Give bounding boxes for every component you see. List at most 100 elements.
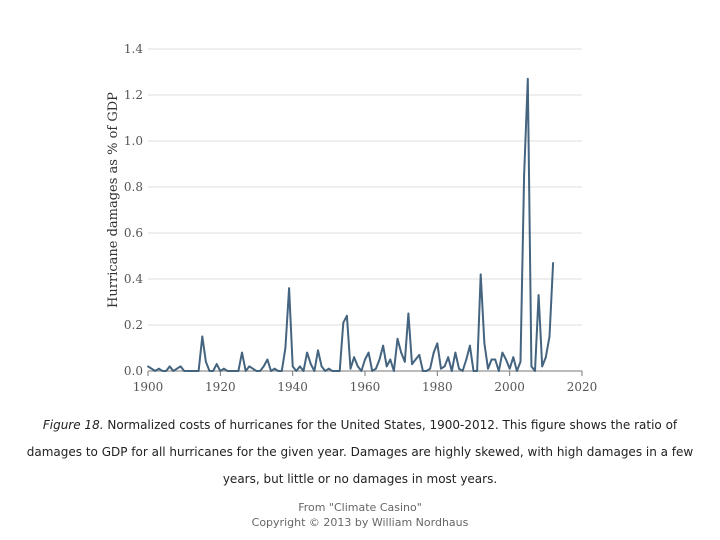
data-point [371,370,374,372]
y-tick-label: 1.4 [124,42,143,56]
data-point [418,354,421,356]
data-point [349,367,352,370]
data-point [157,367,160,370]
data-point [154,370,157,372]
x-tick-label: 1900 [133,380,164,394]
data-point [353,356,356,359]
data-point [552,262,554,264]
x-axis-ticks: 1900 1920 1940 1960 1980 2000 2020 [133,371,598,394]
data-point [516,370,518,372]
data-points [147,78,554,372]
x-tick-label: 1940 [277,380,308,394]
data-point [219,370,222,372]
data-point [508,367,511,370]
data-point [458,367,460,370]
data-point [530,365,533,368]
credit-block: From "Climate Casino" Copyright © 2013 b… [160,500,560,530]
series-line [147,77,555,372]
data-point [364,358,366,361]
data-point [440,367,442,370]
data-point [179,365,182,368]
data-point [226,370,229,372]
y-tick-label: 0.8 [124,180,143,194]
data-point [400,351,403,354]
data-point [172,370,175,372]
data-point [523,174,526,177]
figure-caption: Figure 18. Normalized costs of hurricane… [20,412,700,493]
data-point [472,370,475,372]
x-tick-label: 2020 [567,380,598,394]
data-point [327,367,330,370]
data-point [396,337,399,340]
data-point [497,370,500,372]
data-point [512,356,515,359]
data-point [262,365,265,368]
data-point [403,360,406,363]
credit-source: From "Climate Casino" [298,501,422,514]
y-tick-label: 0.0 [124,364,143,378]
data-point [270,370,272,372]
data-point [544,356,547,359]
data-point [541,365,544,368]
data-point [476,370,479,372]
data-point [299,365,301,368]
y-tick-label: 0.4 [124,272,143,286]
data-point [237,370,240,372]
data-point [465,358,468,361]
data-point [248,365,251,368]
data-point [313,370,316,372]
x-tick-label: 1960 [350,380,381,394]
data-point [450,370,453,372]
data-point [374,367,377,370]
data-point [461,370,464,372]
data-point [233,370,236,372]
data-point [331,370,334,372]
data-point [501,351,504,354]
data-point [519,360,522,363]
data-point [447,356,450,359]
data-point [429,367,431,370]
data-point [483,342,486,345]
data-point [266,358,269,361]
data-point [360,370,363,372]
data-point [251,367,254,370]
data-point [382,344,384,347]
data-point [320,365,323,368]
data-point [147,365,149,368]
data-point [490,358,493,361]
data-point [277,370,280,372]
data-point [378,358,381,361]
data-point [165,370,167,372]
data-point [186,370,189,372]
data-point [273,367,276,370]
data-point [194,370,196,372]
data-point [291,365,294,368]
data-point [324,370,327,372]
data-point [414,358,417,361]
data-point [436,342,439,345]
data-point [443,365,446,368]
data-point [255,370,258,372]
data-point [342,321,345,324]
grid-lines [148,48,582,372]
y-tick-label: 1.2 [124,88,143,102]
data-point [425,370,428,372]
y-axis-ticks: 0.0 0.2 0.4 0.6 0.8 1.0 1.2 1.4 [124,42,143,378]
data-point [317,349,319,352]
data-point [306,351,309,354]
data-point [367,351,370,354]
data-point [259,370,262,372]
data-point [468,344,471,347]
data-point [505,358,507,361]
data-point [479,273,482,276]
data-point [241,351,243,354]
data-point [280,370,283,372]
figure-label: Figure 18. [42,418,104,432]
data-point [537,294,540,296]
data-point [284,347,287,349]
data-point [407,312,410,315]
data-point [548,335,551,338]
data-point [534,370,536,372]
data-point [309,363,312,365]
data-point [288,287,290,290]
